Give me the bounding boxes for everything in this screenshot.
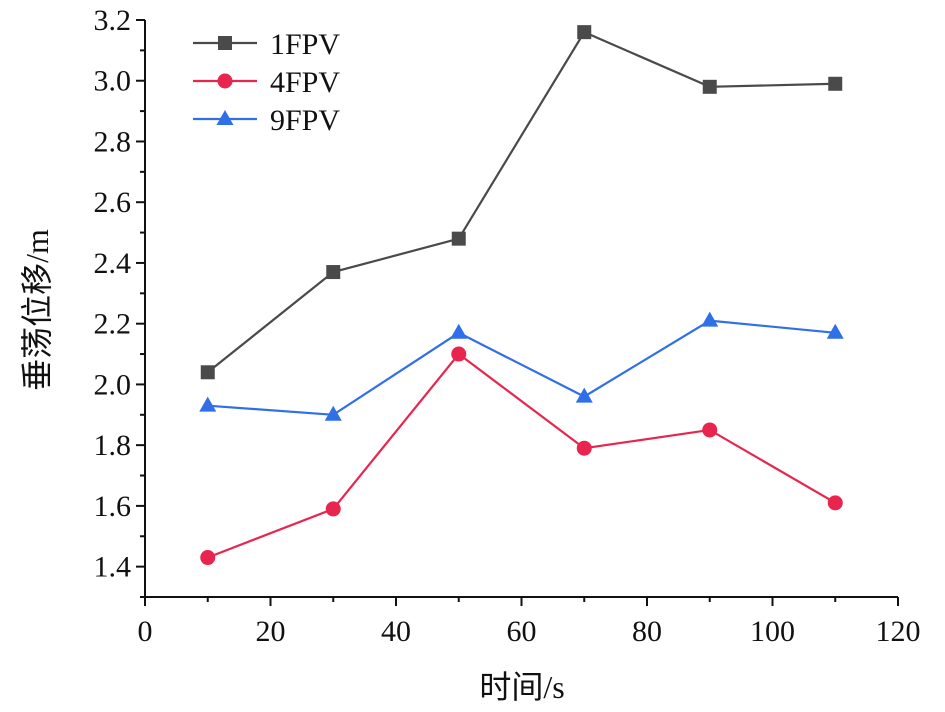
legend-label: 4FPV xyxy=(270,66,340,99)
legend: 1FPV 4FPV 9FPV xyxy=(193,28,340,137)
y-tick-label: 2.6 xyxy=(94,186,132,219)
data-point-4fpv xyxy=(827,495,843,511)
data-point-4fpv xyxy=(702,422,718,438)
y-axis-title: 垂荡位移/m xyxy=(19,229,55,391)
legend-swatch-marker xyxy=(218,36,232,50)
x-tick-label: 20 xyxy=(256,615,286,648)
legend-item-1fpv: 1FPV xyxy=(193,28,340,61)
series-layer xyxy=(199,25,844,566)
series-line-9fpv xyxy=(207,319,836,416)
y-tick-label: 2.8 xyxy=(94,125,132,158)
series-4fpv xyxy=(200,346,843,566)
legend-label: 9FPV xyxy=(270,104,340,137)
axes xyxy=(144,20,898,598)
data-point-9fpv xyxy=(701,311,719,327)
data-point-4fpv xyxy=(576,440,592,456)
data-point-9fpv xyxy=(575,387,593,403)
legend-item-4fpv: 4FPV xyxy=(193,66,340,99)
ticks: 0 20 40 60 80 100 120 1.4 1.6 1.8 2.0 2.2 2.4 2.6 2.8 3… xyxy=(94,4,921,648)
x-tick-label: 80 xyxy=(632,615,662,648)
y-tick-label: 2.4 xyxy=(94,247,132,280)
x-tick-label: 100 xyxy=(750,615,795,648)
y-tick-label: 2.0 xyxy=(94,368,132,401)
series-9fpv xyxy=(199,311,844,421)
x-tick-label: 0 xyxy=(138,615,153,648)
legend-swatch-marker xyxy=(217,73,233,89)
data-point-4fpv xyxy=(325,501,341,517)
data-point-9fpv xyxy=(324,405,342,421)
y-tick-label: 1.6 xyxy=(94,490,132,523)
data-point-1fpv xyxy=(326,265,341,280)
x-tick-label: 120 xyxy=(876,615,921,648)
data-point-9fpv xyxy=(199,396,217,412)
y-tick-label: 3.0 xyxy=(94,65,132,98)
legend-item-9fpv: 9FPV xyxy=(193,104,340,137)
data-point-1fpv xyxy=(702,79,717,94)
y-tick-label: 3.2 xyxy=(94,4,132,37)
data-point-4fpv xyxy=(451,346,467,362)
x-tick-label: 40 xyxy=(381,615,411,648)
y-tick-label: 2.2 xyxy=(94,308,132,341)
x-tick-label: 60 xyxy=(507,615,537,648)
legend-swatch-marker xyxy=(216,110,234,125)
data-point-1fpv xyxy=(828,76,843,91)
y-tick-label: 1.4 xyxy=(94,551,132,584)
data-point-9fpv xyxy=(450,323,468,339)
series-1fpv xyxy=(200,25,843,380)
data-point-1fpv xyxy=(200,365,215,380)
data-point-9fpv xyxy=(826,323,844,339)
x-axis-title: 时间/s xyxy=(479,669,564,705)
data-point-1fpv xyxy=(577,25,592,40)
legend-label: 1FPV xyxy=(270,28,340,61)
data-point-4fpv xyxy=(200,550,216,566)
y-tick-label: 1.8 xyxy=(94,429,132,462)
series-line-1fpv xyxy=(207,30,836,374)
data-point-1fpv xyxy=(451,231,466,246)
series-line-4fpv xyxy=(207,352,836,559)
